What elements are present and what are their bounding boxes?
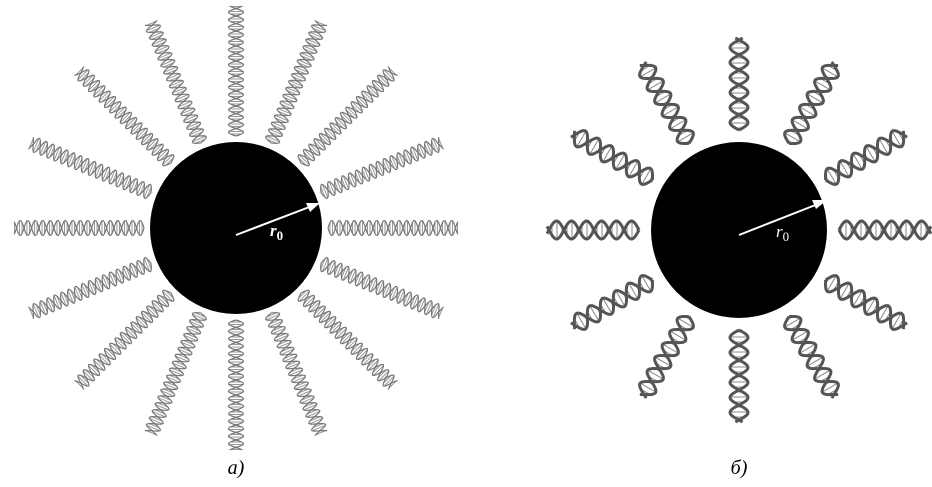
strand [635, 59, 697, 148]
dna-helix [635, 59, 697, 148]
strand [781, 59, 843, 148]
dna-helix [730, 38, 748, 130]
dna-helix [28, 136, 154, 200]
dna-helix [568, 272, 657, 334]
dna-helix [781, 312, 843, 401]
strand [781, 312, 843, 401]
dna-helix [28, 256, 154, 320]
strand [568, 126, 657, 188]
caption: б) [731, 457, 748, 479]
dna-helix [229, 6, 244, 136]
particle [150, 142, 322, 314]
dna-helix [821, 126, 910, 188]
caption: а) [228, 457, 245, 479]
dna-helix [821, 272, 910, 334]
dna-helix [74, 288, 176, 390]
dna-helix [635, 312, 697, 401]
dna-helix [14, 221, 144, 236]
particle [651, 142, 827, 318]
strand [568, 272, 657, 334]
dna-helix [839, 221, 931, 239]
panel-a: r0 а) [14, 6, 458, 479]
dna-helix [328, 221, 458, 236]
dna-helix [74, 66, 176, 168]
strand [821, 126, 910, 188]
dna-helix [568, 126, 657, 188]
dna-helix [547, 221, 639, 239]
dna-helix [229, 320, 244, 450]
dna-helix [781, 59, 843, 148]
radius-subscript: 0 [783, 229, 790, 244]
dna-helix [144, 20, 208, 146]
dna-helix [264, 310, 328, 436]
panel-b: r0 б) [547, 38, 931, 479]
strand [635, 312, 697, 401]
radius-subscript: 0 [277, 228, 284, 243]
dna-helix [318, 256, 444, 320]
dna-helix [264, 20, 328, 146]
strand [821, 272, 910, 334]
figure: r0 а) r0 б) [0, 0, 932, 487]
dna-helix [296, 66, 398, 168]
dna-helix [318, 136, 444, 200]
dna-helix [144, 310, 208, 436]
dna-helix [296, 288, 398, 390]
dna-helix [730, 330, 748, 422]
